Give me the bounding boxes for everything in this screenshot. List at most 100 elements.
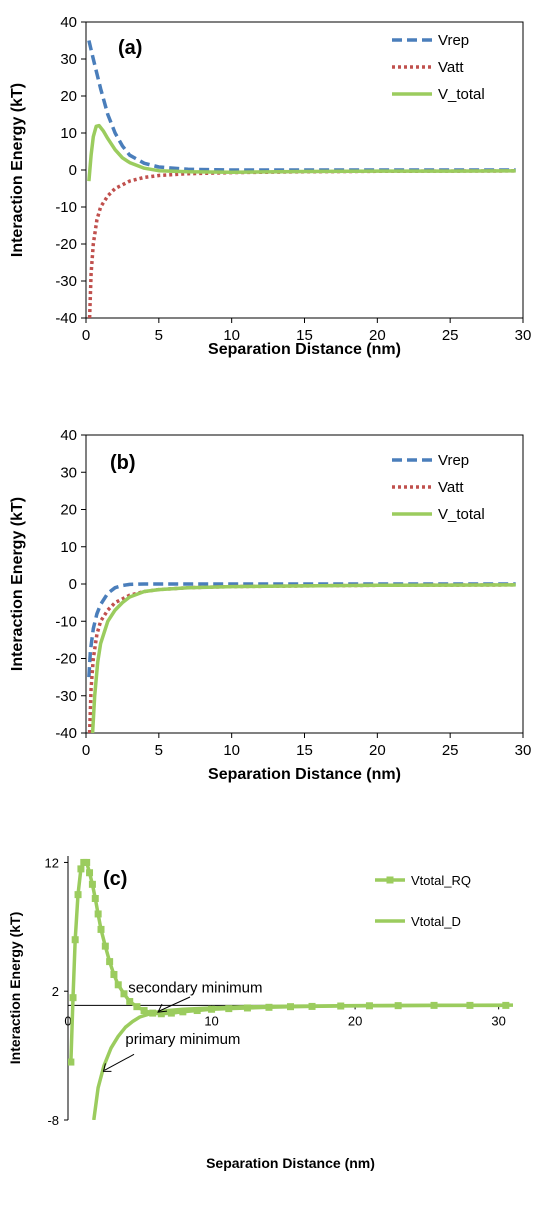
data-point bbox=[88, 880, 96, 888]
series-line-v-total bbox=[87, 123, 516, 182]
x-tick-label: 20 bbox=[369, 327, 386, 344]
x-tick-label: 10 bbox=[223, 327, 240, 344]
plot-area bbox=[87, 40, 516, 318]
y-tick-label: 10 bbox=[60, 539, 77, 556]
chart-panel-3: -8 2 12 0 10 20 30 Vtotal_RQ Vtotal_D (c) Separati… bbox=[7, 855, 513, 1171]
legend-label: Vatt bbox=[438, 479, 464, 496]
plot-area bbox=[87, 582, 516, 733]
data-point bbox=[126, 998, 134, 1006]
series-line-vtotal-d bbox=[92, 1003, 513, 1120]
y-tick-label: 40 bbox=[60, 14, 77, 31]
data-point bbox=[97, 925, 105, 933]
legend-label: Vtotal_D bbox=[411, 914, 461, 929]
y-tick-label: 40 bbox=[60, 427, 77, 444]
x-axis-title: Separation Distance (nm) bbox=[208, 341, 401, 358]
x-tick-label: 30 bbox=[491, 1013, 505, 1028]
y-tick-label: 30 bbox=[60, 51, 77, 68]
data-point bbox=[101, 942, 109, 950]
x-tick-label: 20 bbox=[369, 742, 386, 759]
data-point bbox=[83, 858, 91, 866]
x-tick-label: 5 bbox=[155, 327, 163, 344]
x-tick-label: 30 bbox=[515, 327, 532, 344]
x-tick-label: 15 bbox=[296, 327, 313, 344]
data-point bbox=[71, 936, 79, 944]
data-point bbox=[106, 958, 114, 966]
x-axis-title: Separation Distance (nm) bbox=[206, 1155, 375, 1171]
y-tick-label: -30 bbox=[55, 688, 77, 705]
y-tick-label: 12 bbox=[45, 855, 59, 870]
annotation-arrow bbox=[158, 996, 191, 1012]
legend-label: Vatt bbox=[438, 59, 464, 76]
x-axis-title: Separation Distance (nm) bbox=[208, 766, 401, 783]
x-tick-label: 0 bbox=[82, 742, 90, 759]
series-line-vrep bbox=[87, 582, 516, 678]
x-tick-label: 25 bbox=[442, 327, 459, 344]
data-point bbox=[140, 1007, 148, 1015]
x-tick-label: 15 bbox=[296, 742, 313, 759]
y-axis-title: Interaction Energy (kT) bbox=[7, 912, 23, 1064]
data-point bbox=[157, 1010, 165, 1018]
annotation-secondary-minimum: secondary minimum bbox=[128, 980, 262, 997]
y-tick-label: -10 bbox=[55, 613, 77, 630]
data-point bbox=[68, 1058, 75, 1066]
y-tick-label: -20 bbox=[55, 236, 77, 253]
x-tick-label: 10 bbox=[223, 742, 240, 759]
x-tick-label: 25 bbox=[442, 742, 459, 759]
y-tick-label: 0 bbox=[69, 576, 77, 593]
data-point bbox=[167, 1009, 175, 1017]
data-point bbox=[77, 865, 85, 873]
legend-label: Vrep bbox=[438, 452, 469, 469]
data-point bbox=[69, 994, 77, 1002]
y-tick-label: 30 bbox=[60, 464, 77, 481]
y-axis-title: Interaction Energy (kT) bbox=[9, 497, 26, 671]
annotation-arrow bbox=[104, 1053, 135, 1071]
legend-marker bbox=[386, 876, 394, 884]
data-point bbox=[86, 869, 94, 877]
legend-label: V_total bbox=[438, 506, 485, 523]
annotation-primary-minimum: primary minimum bbox=[125, 1031, 240, 1048]
panel-label: (b) bbox=[110, 452, 136, 474]
legend-label: Vtotal_RQ bbox=[411, 873, 471, 888]
y-tick-label: 10 bbox=[60, 125, 77, 142]
y-tick-label: -30 bbox=[55, 273, 77, 290]
x-tick-label: 10 bbox=[204, 1013, 218, 1028]
x-tick-label: 0 bbox=[82, 327, 90, 344]
data-point bbox=[133, 1003, 141, 1011]
legend-label: Vrep bbox=[438, 32, 469, 49]
y-tick-label: -8 bbox=[47, 1113, 59, 1128]
y-tick-label: -40 bbox=[55, 310, 77, 327]
y-tick-label: 20 bbox=[60, 502, 77, 519]
y-tick-label: -20 bbox=[55, 651, 77, 668]
data-point bbox=[179, 1008, 187, 1016]
data-point bbox=[193, 1007, 201, 1015]
chart-panel-1: -40 -30 -20 -10 0 10 20 30 40 0 5 10 15 20 25 30 Vrep Vat… bbox=[9, 14, 531, 358]
series-line-vatt bbox=[87, 583, 516, 733]
x-tick-label: 5 bbox=[155, 742, 163, 759]
plot-area bbox=[68, 858, 513, 1120]
arrowhead bbox=[157, 1003, 168, 1013]
data-point bbox=[120, 990, 128, 998]
panel-label: (a) bbox=[118, 37, 142, 59]
y-tick-label: -40 bbox=[55, 725, 77, 742]
y-tick-label: 0 bbox=[69, 162, 77, 179]
data-point bbox=[110, 970, 118, 978]
arrowhead bbox=[102, 1063, 112, 1072]
y-tick-label: 2 bbox=[52, 984, 59, 999]
data-point bbox=[114, 981, 122, 989]
data-point bbox=[94, 910, 102, 918]
series-line-v-total bbox=[90, 583, 516, 733]
y-tick-label: 20 bbox=[60, 88, 77, 105]
x-tick-label: 0 bbox=[64, 1013, 71, 1028]
x-tick-label: 20 bbox=[348, 1013, 362, 1028]
y-axis-title: Interaction Energy (kT) bbox=[9, 83, 26, 257]
data-point bbox=[91, 894, 99, 902]
x-tick-label: 30 bbox=[515, 742, 532, 759]
chart-panel-2: -40 -30 -20 -10 0 10 20 30 40 0 5 10 15 20 25 30 Vrep Vat… bbox=[9, 427, 531, 783]
data-point bbox=[74, 891, 82, 899]
y-tick-label: -10 bbox=[55, 199, 77, 216]
legend-label: V_total bbox=[438, 86, 485, 103]
series-line-vatt bbox=[87, 169, 516, 318]
panel-label: (c) bbox=[103, 868, 127, 890]
